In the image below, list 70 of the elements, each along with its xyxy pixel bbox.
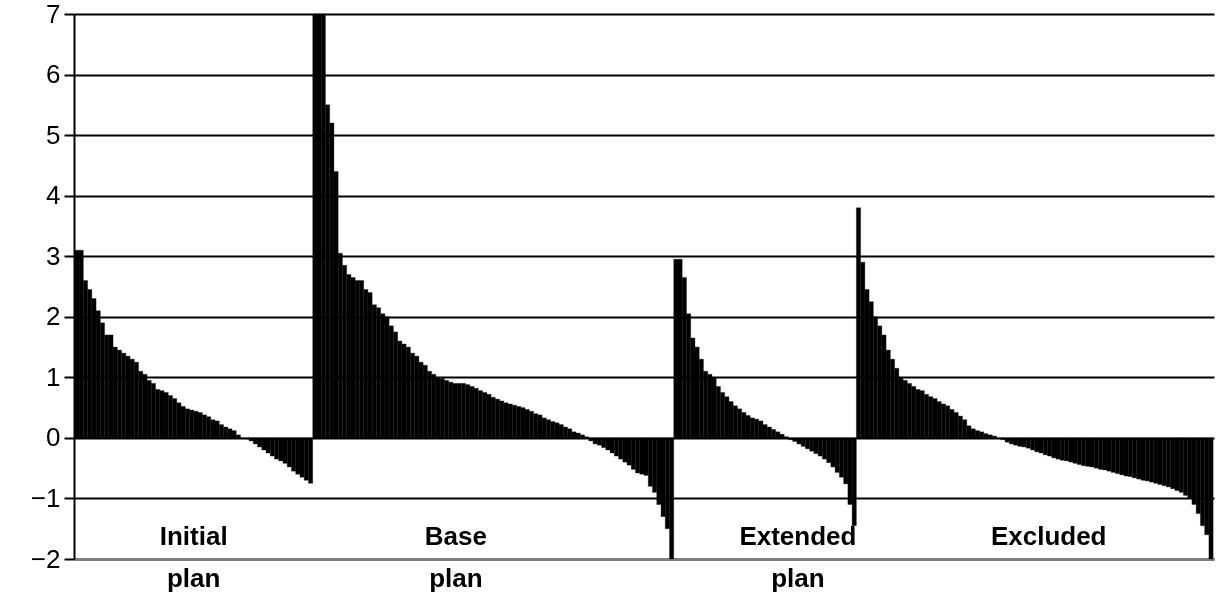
bar [1064,437,1069,462]
bar [1102,437,1108,471]
bar [1013,437,1018,446]
bar [1149,437,1154,483]
bar [592,437,598,445]
bar [274,437,279,460]
bar [635,437,640,474]
bar [622,437,628,463]
bar [282,437,288,464]
bar [817,437,823,457]
bar [1166,437,1171,488]
bar [1119,437,1125,475]
bar [639,437,645,475]
y-tick-label: −1 [30,482,61,513]
bar [257,437,262,448]
bar [1183,437,1188,496]
bar [1034,437,1040,452]
bar [618,437,623,460]
bar [1132,437,1137,479]
y-tick-label: 1 [46,361,61,392]
y-tick-label: 0 [46,422,61,453]
bar [1081,437,1086,466]
bar [1068,437,1074,463]
annotation: Initial plan [159,521,228,593]
bar [261,437,267,451]
bar [1174,437,1180,491]
bar [1136,437,1142,480]
bar [1021,437,1027,448]
y-tick-label: 7 [46,0,61,29]
bar [1085,437,1091,467]
annotation: Excluded [990,521,1107,551]
bar [295,437,301,475]
bar [601,437,606,448]
bar [1004,437,1010,443]
bar [291,437,296,472]
bar [605,437,611,451]
bar [1089,437,1095,468]
y-tick-label: −2 [30,543,61,574]
y-tick-label: 4 [46,180,61,211]
bar [1106,437,1112,472]
bar [1157,437,1163,485]
bar [796,437,802,445]
bar [792,437,798,442]
annotation: Base plan [424,521,487,593]
bar [1123,437,1129,477]
bar [278,437,284,462]
bar [626,437,632,466]
bar [609,437,615,454]
bar [1030,437,1035,451]
bar [809,437,815,452]
y-tick-label: 2 [46,301,61,332]
bar [813,437,819,454]
annotation: Extended plan [739,521,857,593]
bar [1153,437,1159,484]
y-tick-label: 6 [46,59,61,90]
bar [248,437,254,442]
bar [1072,437,1078,464]
bar [1115,437,1120,474]
bar [1047,437,1052,457]
bar [1051,437,1057,459]
bar [1055,437,1061,460]
bar [265,437,271,454]
bar [805,437,810,449]
bar [1140,437,1146,481]
y-tick-label: 5 [46,119,61,150]
bar [1038,437,1044,454]
y-tick-label: 3 [46,240,61,271]
bar [1017,437,1023,447]
bar [299,437,305,478]
bar [1098,437,1103,470]
